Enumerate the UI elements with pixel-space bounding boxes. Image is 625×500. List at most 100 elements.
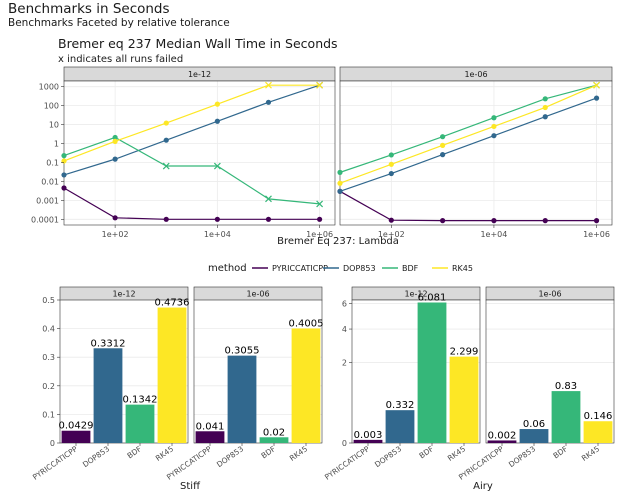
page-subtitle: Benchmarks Faceted by relative tolerance (8, 17, 230, 29)
bar-value-label: 0.4005 (289, 318, 324, 329)
bar-value-label: 0.003 (354, 430, 383, 441)
panel-border (339, 80, 613, 226)
legend-label-RK45: RK45 (452, 264, 473, 273)
data-point-BDF (542, 96, 548, 102)
series-line-DOP853 (63, 84, 320, 176)
data-point-DOP853 (112, 156, 118, 162)
bar-value-label: 0.146 (584, 411, 613, 422)
failed-marker-BDF (213, 162, 221, 170)
data-point-DOP853 (593, 95, 600, 101)
x-tick-label: PYRICCATICPP (323, 444, 372, 482)
bar-value-label: 0.4736 (155, 298, 190, 309)
bar-BDF (125, 404, 155, 443)
data-point-RK45 (61, 158, 67, 164)
x-tick-label: RK45 (154, 444, 175, 463)
bar-DOP853 (227, 355, 257, 443)
data-point-BDF (491, 115, 497, 121)
line-chart-subtitle: x indicates all runs failed (58, 54, 183, 65)
legend-label-PYRICCATICPP: PYRICCATICPP (272, 264, 328, 273)
y-tick-label: 0.001 (36, 196, 59, 205)
data-point-PYRICCATICPP (440, 218, 446, 224)
y-tick-label: 0.01 (41, 177, 59, 186)
y-tick-label: 2 (342, 358, 347, 367)
y-tick-label: 10 (49, 121, 59, 130)
x-tick-label: BDF (552, 444, 570, 460)
data-point-BDF (440, 134, 446, 140)
y-tick-label: 0.0001 (31, 215, 59, 224)
data-point-RK45 (491, 123, 497, 130)
facet-strip-label: 1e-12 (112, 290, 135, 299)
x-tick-label: DOP853 (81, 444, 111, 469)
x-tick-label: 1e+02 (378, 230, 405, 239)
x-tick-label: RK45 (580, 444, 601, 463)
data-point-PYRICCATICPP (593, 218, 600, 224)
series-line-PYRICCATICPP (63, 187, 320, 220)
failed-marker-BDF (265, 195, 272, 203)
legend-label-BDF: BDF (402, 264, 419, 273)
x-tick-label: DOP853 (215, 444, 245, 469)
bar-RK45 (583, 421, 613, 443)
panel-background (64, 81, 335, 225)
bar-value-label: 0.041 (196, 421, 225, 432)
failed-marker-BDF (316, 200, 324, 208)
panel-border (63, 80, 336, 226)
facet-strip-label: 1e-06 (538, 290, 561, 299)
bar-value-label: 2.299 (450, 347, 479, 358)
bar-RK45 (449, 356, 479, 443)
panel-border (485, 299, 615, 444)
panel-background (340, 81, 612, 225)
bar-value-label: 0.3312 (91, 338, 126, 349)
facet-strip-label: 1e-06 (246, 290, 269, 299)
series-line-BDF (339, 84, 597, 173)
facet-strip-label: 1e-12 (188, 70, 211, 79)
bar-DOP853 (385, 410, 415, 443)
data-point-DOP853 (337, 188, 343, 194)
data-point-RK45 (337, 180, 343, 186)
bar-value-label: 0.1342 (123, 395, 158, 406)
data-point-DOP853 (491, 133, 497, 139)
bar-PYRICCATICPP (353, 439, 383, 443)
bar-chart-xlabel: Airy (473, 481, 493, 492)
data-point-DOP853 (440, 152, 446, 158)
panel-border (193, 299, 323, 444)
y-tick-label: 0.3 (42, 353, 55, 362)
series-line-PYRICCATICPP (339, 190, 597, 222)
bar-value-label: 6.081 (418, 293, 447, 304)
data-point-RK45 (388, 161, 394, 167)
y-tick-label: 0.4 (42, 325, 55, 334)
failed-marker-RK45 (593, 81, 600, 89)
data-point-PYRICCATICPP (214, 216, 220, 222)
data-point-PYRICCATICPP (61, 185, 67, 191)
bar-RK45 (157, 307, 187, 443)
bar-PYRICCATICPP (195, 431, 225, 443)
bar-PYRICCATICPP (487, 440, 517, 443)
x-tick-label: 1e+02 (102, 230, 129, 239)
bar-value-label: 0.06 (523, 419, 545, 430)
failed-marker-BDF (162, 162, 170, 170)
data-point-PYRICCATICPP (542, 218, 548, 224)
x-tick-label: BDF (418, 444, 436, 460)
data-point-DOP853 (542, 114, 548, 120)
y-tick-label: 100 (44, 102, 59, 111)
bar-value-label: 0.3055 (225, 346, 260, 357)
data-point-RK45 (112, 138, 118, 144)
y-tick-label: 0.1 (46, 158, 59, 167)
bar-BDF (259, 437, 289, 443)
bar-DOP853 (93, 348, 123, 443)
series-line-RK45 (63, 84, 320, 162)
bar-RK45 (291, 328, 321, 443)
x-tick-label: DOP853 (373, 444, 403, 469)
line-chart-xlabel: Bremer Eq 237: Lambda (277, 236, 399, 247)
failed-marker-RK45 (265, 81, 272, 89)
data-point-PYRICCATICPP (163, 216, 169, 222)
y-tick-label: 0 (342, 439, 347, 448)
x-tick-label: DOP853 (507, 444, 537, 469)
bar-chart-xlabel: Stiff (180, 481, 201, 492)
legend-title: method (208, 263, 247, 274)
data-point-PYRICCATICPP (317, 216, 323, 222)
data-point-RK45 (440, 142, 446, 148)
x-tick-label: RK45 (288, 444, 309, 463)
x-tick-label: BDF (126, 444, 144, 460)
line-chart-title: Bremer eq 237 Median Wall Time in Second… (58, 36, 338, 51)
y-tick-label: 0.5 (42, 296, 55, 305)
